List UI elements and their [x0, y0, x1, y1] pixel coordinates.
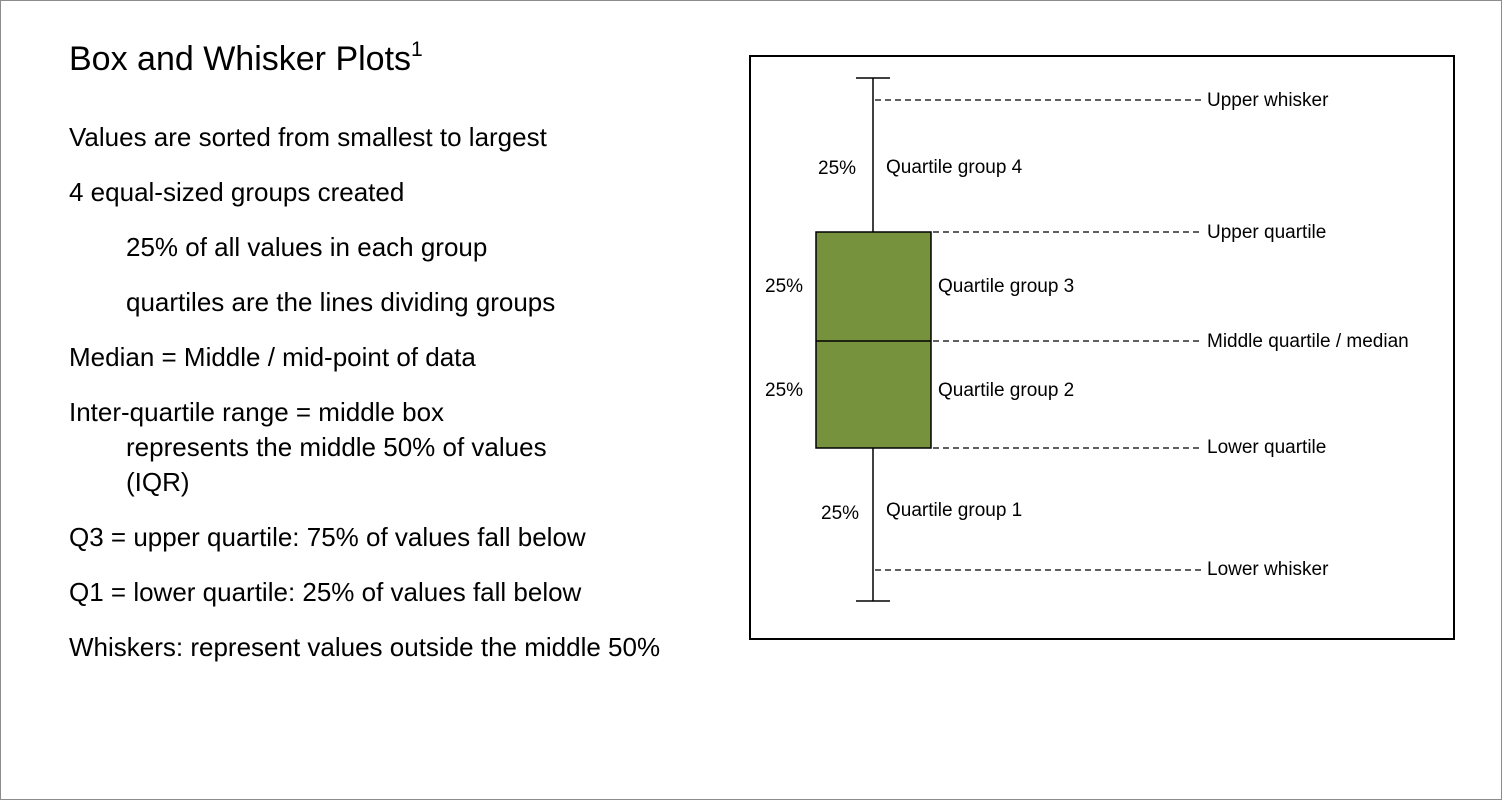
bullet-q3: Q3 = upper quartile: 75% of values fall …: [69, 522, 586, 552]
bullet-iqr: Inter-quartile range = middle box: [69, 397, 445, 427]
sub-bullet-quartiles: quartiles are the lines dividing groups: [126, 287, 556, 317]
group-3-percent: 25%: [765, 276, 803, 297]
bullet-q1: Q1 = lower quartile: 25% of values fall …: [69, 577, 582, 607]
bullet-median: Median = Middle / mid-point of data: [69, 342, 476, 372]
quartile-group-2-label: Quartile group 2: [938, 380, 1074, 401]
bullet-iqr-line2: represents the middle 50% of values: [126, 432, 547, 462]
group-4-percent: 25%: [818, 158, 856, 179]
lower-whisker-label: Lower whisker: [1207, 559, 1329, 580]
iqr-box: [815, 231, 932, 449]
upper-whisker-label: Upper whisker: [1207, 90, 1329, 111]
title-text: Box and Whisker Plots: [69, 40, 412, 78]
lower-quartile-label: Lower quartile: [1207, 437, 1326, 458]
upper-quartile-label: Upper quartile: [1207, 222, 1326, 243]
bullet-iqr-line3: (IQR): [126, 467, 190, 497]
bullet-whiskers: Whiskers: represent values outside the m…: [69, 632, 661, 662]
quartile-group-4-label: Quartile group 4: [886, 157, 1023, 178]
quartile-group-1-label: Quartile group 1: [886, 500, 1022, 521]
group-2-percent: 25%: [765, 380, 803, 401]
group-1-percent: 25%: [821, 503, 859, 524]
slide-title: Box and Whisker Plots1: [69, 37, 423, 79]
median-label: Middle quartile / median: [1207, 331, 1409, 352]
sub-bullet-percent: 25% of all values in each group: [126, 232, 488, 262]
bullet-sorted: Values are sorted from smallest to large…: [69, 122, 547, 152]
title-footnote-marker: 1: [411, 37, 423, 61]
quartile-group-3-label: Quartile group 3: [938, 276, 1074, 297]
bullet-groups: 4 equal-sized groups created: [69, 177, 405, 207]
boxplot-svg: Upper whisker Upper quartile Middle quar…: [765, 77, 1409, 602]
boxplot-diagram: Upper whisker Upper quartile Middle quar…: [749, 55, 1455, 640]
